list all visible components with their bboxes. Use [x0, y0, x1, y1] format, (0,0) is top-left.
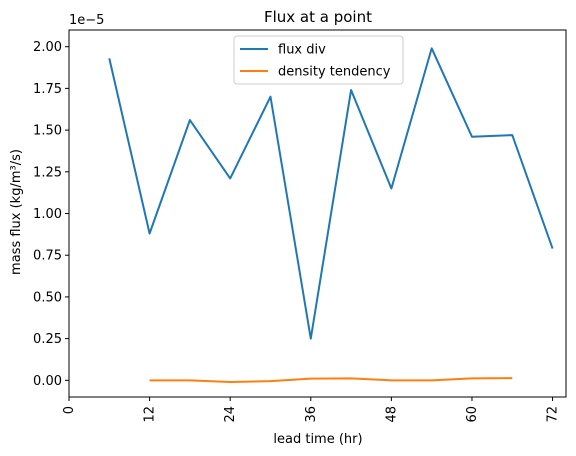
- x-tick-label: 36: [304, 406, 319, 423]
- y-tick-label: 1.75: [33, 82, 62, 97]
- x-tick-label: 48: [384, 406, 399, 423]
- y-tick-label: 1.25: [33, 165, 62, 180]
- legend-label-2: density tendency: [278, 65, 391, 80]
- legend-label-1: flux div: [278, 43, 326, 58]
- x-tick-label: 12: [143, 406, 158, 423]
- y-tick-label: 2.00: [33, 40, 62, 55]
- x-axis-label: lead time (hr): [273, 432, 362, 447]
- chart-title: Flux at a point: [264, 8, 372, 26]
- plot-area: 0 12 24 36 48 60 72 0.00 0.25 0.50 0.75 1.00 1.25 1.5…: [33, 29, 567, 423]
- y-tick-label: 1.50: [33, 124, 62, 139]
- series-line-2: [149, 377, 513, 383]
- series-line-1: [108, 47, 554, 340]
- y-tick-label: 1.00: [33, 207, 62, 222]
- y-tick-label: 0.75: [33, 249, 62, 264]
- x-tick-label: 0: [62, 406, 77, 414]
- y-tick-label: 0.50: [33, 290, 62, 305]
- x-tick-label: 24: [223, 406, 238, 423]
- y-tick-label: 0.25: [33, 332, 62, 347]
- x-tick-label: 72: [546, 406, 561, 423]
- y-offset-label: 1e−5: [69, 13, 104, 28]
- x-tick-label: 60: [465, 406, 480, 423]
- legend-box: [233, 35, 404, 85]
- y-tick-label: 0.00: [33, 374, 62, 389]
- y-axis-label: mass flux (kg/m³/s): [9, 149, 24, 275]
